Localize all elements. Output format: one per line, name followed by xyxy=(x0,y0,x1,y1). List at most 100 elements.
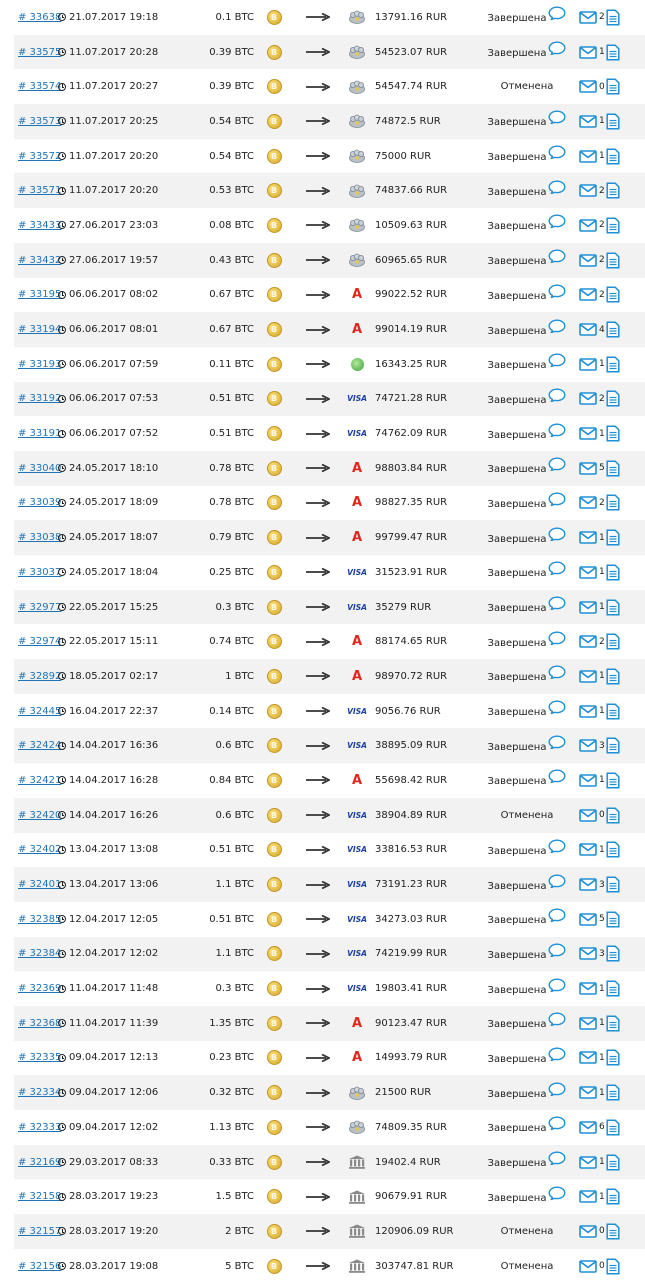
order-id-link[interactable]: # 32974 xyxy=(18,636,62,648)
review-button[interactable] xyxy=(548,319,566,334)
order-details-button[interactable] xyxy=(606,1049,620,1067)
review-button[interactable] xyxy=(548,735,566,750)
order-id-link[interactable]: # 32368 xyxy=(18,1017,62,1029)
order-id-link[interactable]: # 32424 xyxy=(18,740,62,752)
review-button[interactable] xyxy=(548,700,566,715)
order-details-button[interactable] xyxy=(606,148,620,165)
order-details-button[interactable] xyxy=(606,113,620,130)
messages-button[interactable] xyxy=(579,219,597,232)
messages-button[interactable] xyxy=(579,1190,597,1204)
messages-button[interactable] xyxy=(579,670,597,683)
order-details-button[interactable] xyxy=(606,598,620,616)
order-details-button[interactable] xyxy=(606,911,620,928)
review-button[interactable] xyxy=(548,1151,566,1166)
order-details-button[interactable] xyxy=(606,356,620,373)
messages-button[interactable] xyxy=(579,774,597,787)
order-details-button[interactable] xyxy=(606,78,620,95)
order-details-button[interactable] xyxy=(606,1188,620,1205)
order-id-link[interactable]: # 33433 xyxy=(18,219,62,231)
review-button[interactable] xyxy=(548,1082,566,1097)
messages-button[interactable] xyxy=(579,566,597,579)
order-id-link[interactable]: # 33638 xyxy=(18,11,62,23)
messages-button[interactable] xyxy=(579,11,597,24)
order-details-button[interactable] xyxy=(606,286,620,303)
review-button[interactable] xyxy=(548,1012,566,1027)
order-details-button[interactable] xyxy=(606,252,620,269)
order-id-link[interactable]: # 32977 xyxy=(18,601,62,613)
order-details-button[interactable] xyxy=(606,217,620,234)
messages-button[interactable] xyxy=(579,947,597,961)
order-id-link[interactable]: # 33575 xyxy=(18,46,62,58)
order-details-button[interactable] xyxy=(606,841,620,858)
messages-button[interactable] xyxy=(579,531,597,544)
order-id-link[interactable]: # 33571 xyxy=(18,185,62,197)
order-id-link[interactable]: # 33039 xyxy=(18,497,62,509)
order-id-link[interactable]: # 33193 xyxy=(18,358,62,370)
review-button[interactable] xyxy=(548,978,566,993)
review-button[interactable] xyxy=(548,145,566,160)
order-id-link[interactable]: # 32420 xyxy=(18,809,62,821)
order-details-button[interactable] xyxy=(606,460,620,477)
order-id-link[interactable]: # 33038 xyxy=(18,532,62,544)
order-id-link[interactable]: # 32158 xyxy=(18,1191,62,1203)
order-id-link[interactable]: # 32401 xyxy=(18,879,62,891)
messages-button[interactable] xyxy=(579,739,597,753)
review-button[interactable] xyxy=(548,527,566,542)
order-details-button[interactable] xyxy=(606,390,620,407)
order-id-link[interactable]: # 32402 xyxy=(18,844,62,856)
review-button[interactable] xyxy=(548,180,566,195)
order-details-button[interactable] xyxy=(606,980,620,997)
order-id-link[interactable]: # 33192 xyxy=(18,393,62,405)
order-details-button[interactable] xyxy=(606,703,620,720)
messages-button[interactable] xyxy=(579,808,597,822)
order-details-button[interactable] xyxy=(606,1223,620,1240)
order-id-link[interactable]: # 32385 xyxy=(18,913,62,925)
review-button[interactable] xyxy=(548,943,566,958)
review-button[interactable] xyxy=(548,839,566,854)
review-button[interactable] xyxy=(548,423,566,438)
messages-button[interactable] xyxy=(579,427,597,440)
review-button[interactable] xyxy=(548,41,566,56)
order-id-link[interactable]: # 33037 xyxy=(18,566,62,578)
order-details-button[interactable] xyxy=(606,9,620,26)
review-button[interactable] xyxy=(548,214,566,230)
order-id-link[interactable]: # 32333 xyxy=(18,1121,62,1133)
review-button[interactable] xyxy=(548,249,566,264)
messages-button[interactable] xyxy=(579,878,597,891)
messages-button[interactable] xyxy=(579,1155,597,1169)
messages-button[interactable] xyxy=(579,1016,597,1030)
review-button[interactable] xyxy=(548,1116,566,1131)
messages-button[interactable] xyxy=(579,843,597,857)
review-button[interactable] xyxy=(548,492,566,507)
messages-button[interactable] xyxy=(579,184,597,198)
messages-button[interactable] xyxy=(579,1225,597,1238)
order-id-link[interactable]: # 33194 xyxy=(18,324,62,336)
order-details-button[interactable] xyxy=(606,1153,620,1171)
messages-button[interactable] xyxy=(579,357,597,371)
order-details-button[interactable] xyxy=(606,633,620,650)
order-details-button[interactable] xyxy=(606,668,620,685)
order-id-link[interactable]: # 33572 xyxy=(18,150,62,162)
order-details-button[interactable] xyxy=(606,529,620,546)
messages-button[interactable] xyxy=(579,288,597,302)
order-id-link[interactable]: # 33573 xyxy=(18,115,62,127)
order-details-button[interactable] xyxy=(606,876,620,893)
messages-button[interactable] xyxy=(579,496,597,510)
review-button[interactable] xyxy=(548,561,566,576)
review-button[interactable] xyxy=(548,6,566,21)
review-button[interactable] xyxy=(548,110,566,125)
order-id-link[interactable]: # 32169 xyxy=(18,1156,62,1168)
review-button[interactable] xyxy=(548,769,566,785)
messages-button[interactable] xyxy=(579,115,597,128)
messages-button[interactable] xyxy=(579,704,597,718)
order-details-button[interactable] xyxy=(606,1119,620,1136)
order-id-link[interactable]: # 33191 xyxy=(18,428,62,440)
review-button[interactable] xyxy=(548,596,566,611)
order-id-link[interactable]: # 33195 xyxy=(18,289,62,301)
order-details-button[interactable] xyxy=(606,321,620,338)
review-button[interactable] xyxy=(548,631,566,646)
messages-button[interactable] xyxy=(579,1121,597,1134)
order-details-button[interactable] xyxy=(606,772,620,789)
messages-button[interactable] xyxy=(579,392,597,406)
messages-button[interactable] xyxy=(579,323,597,336)
